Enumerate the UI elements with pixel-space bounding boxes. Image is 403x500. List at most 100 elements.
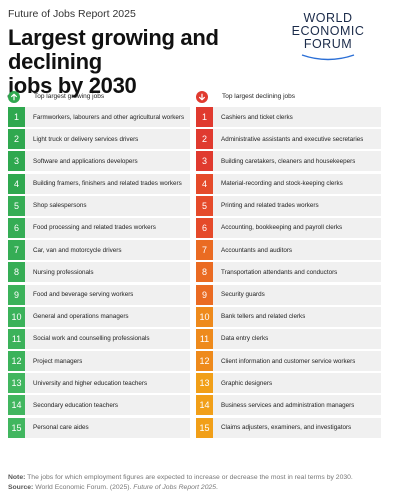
report-name: Future of Jobs Report 2025 (8, 8, 136, 20)
declining-list: 1 Cashiers and ticket clerks 2 Administrati… (196, 107, 381, 438)
job-title: Food processing and related trades worke… (33, 224, 156, 232)
growing-job-row: 9 Food and beverage serving workers (8, 284, 190, 305)
declining-job-row: 15 Claims adjusters, examiners, and inves… (196, 417, 381, 438)
rank-badge: 3 (196, 151, 213, 172)
rank-badge: 9 (196, 284, 213, 305)
declining-job-row: 11 Data entry clerks (196, 328, 381, 349)
rank-badge: 5 (8, 195, 25, 216)
job-title: Personal care aides (33, 424, 89, 432)
growing-job-row: 7 Car, van and motorcycle drivers (8, 240, 190, 261)
rank-badge: 13 (8, 373, 25, 394)
growing-job-row: 12 Project managers (8, 351, 190, 372)
page-title: Largest growing and declining jobs by 20… (8, 26, 298, 98)
job-title: Claims adjusters, examiners, and investi… (221, 424, 352, 432)
job-title: Administrative assistants and executive … (221, 135, 364, 143)
job-title: Material-recording and stock-keeping cle… (221, 180, 343, 188)
job-title: Project managers (33, 357, 83, 365)
growing-column: Top largest growing jobs 1 Farmworkers, l… (8, 90, 190, 440)
rank-badge: 3 (8, 151, 25, 172)
note-label: Note: (8, 474, 26, 481)
rank-badge: 1 (8, 107, 25, 127)
logo-line-3: FORUM (303, 37, 353, 51)
arrow-up-icon (8, 90, 20, 103)
rank-badge: 10 (196, 306, 213, 327)
declining-job-row: 13 Graphic designers (196, 373, 381, 394)
rank-badge: 14 (196, 395, 213, 416)
rank-badge: 2 (196, 129, 213, 150)
title-line-1: Largest growing and declining (8, 25, 219, 74)
rank-badge: 8 (196, 262, 213, 283)
logo-line-2: ECONOMIC (291, 24, 365, 38)
job-title: Data entry clerks (221, 335, 269, 343)
job-title: Accounting, bookkeeping and payroll cler… (221, 224, 343, 232)
rank-badge: 7 (8, 240, 25, 261)
growing-job-row: 1 Farmworkers, labourers and other agricu… (8, 107, 190, 127)
growing-list: 1 Farmworkers, labourers and other agricu… (8, 107, 190, 438)
job-title: Graphic designers (221, 379, 273, 387)
rank-badge: 6 (196, 217, 213, 238)
source-text: World Economic Forum. (2025). (35, 484, 132, 491)
declining-job-row: 7 Accountants and auditors (196, 240, 381, 261)
declining-job-row: 8 Transportation attendants and conductor… (196, 262, 381, 283)
source-title: Future of Jobs Report 2025 (133, 484, 217, 491)
declining-job-row: 9 Security guards (196, 284, 381, 305)
job-title: Accountants and auditors (221, 246, 293, 254)
declining-heading-label: Top largest declining jobs (222, 93, 295, 100)
declining-job-row: 1 Cashiers and ticket clerks (196, 107, 381, 127)
declining-job-row: 2 Administrative assistants and executive… (196, 129, 381, 150)
rank-badge: 11 (8, 328, 25, 349)
job-title: Building caretakers, cleaners and housek… (221, 157, 356, 165)
growing-job-row: 2 Light truck or delivery services driver… (8, 129, 190, 150)
header: Future of Jobs Report 2025 Largest growi… (8, 8, 298, 98)
declining-job-row: 12 Client information and customer servic… (196, 351, 381, 372)
job-title: Client information and customer service … (221, 357, 356, 365)
job-title: Farmworkers, labourers and other agricul… (33, 113, 185, 121)
rank-badge: 8 (8, 262, 25, 283)
job-title: Bank tellers and related clerks (221, 313, 306, 321)
rank-badge: 13 (196, 373, 213, 394)
growing-heading: Top largest growing jobs (8, 90, 190, 103)
footer-note: Note: The jobs for which employment figu… (8, 473, 403, 483)
rank-badge: 4 (196, 173, 213, 194)
job-title: Nursing professionals (33, 268, 94, 276)
growing-job-row: 4 Building framers, finishers and related… (8, 173, 190, 194)
wef-logo: WORLD ECONOMIC FORUM (283, 12, 373, 61)
growing-job-row: 15 Personal care aides (8, 417, 190, 438)
growing-job-row: 3 Software and applications developers (8, 151, 190, 172)
rank-badge: 1 (196, 107, 213, 127)
source-label: Source: (8, 484, 34, 491)
growing-job-row: 14 Secondary education teachers (8, 395, 190, 416)
declining-column: Top largest declining jobs 1 Cashiers and… (196, 90, 381, 440)
logo-arc-icon (301, 54, 355, 61)
job-title: Cashiers and ticket clerks (221, 113, 293, 121)
job-title: Security guards (221, 291, 265, 298)
job-title: Social work and counselling professional… (33, 335, 150, 343)
rank-badge: 14 (8, 395, 25, 416)
title-line-2: jobs by 2030 (8, 73, 137, 98)
growing-heading-label: Top largest growing jobs (34, 93, 105, 100)
job-title: Business services and administration man… (221, 401, 355, 409)
source-end: . (216, 484, 218, 491)
logo-line-1: WORLD (303, 11, 353, 25)
note-text: The jobs for which employment figures ar… (27, 474, 353, 481)
arrow-down-icon (196, 90, 208, 103)
rank-badge: 7 (196, 240, 213, 261)
growing-job-row: 13 University and higher education teache… (8, 373, 190, 394)
rank-badge: 15 (8, 417, 25, 438)
rank-badge: 12 (196, 351, 213, 372)
rank-badge: 9 (8, 284, 25, 305)
job-title: Secondary education teachers (33, 401, 119, 409)
footer-source: Source: World Economic Forum. (2025). Fu… (8, 483, 403, 493)
job-title: Shop salespersons (33, 202, 87, 210)
declining-job-row: 6 Accounting, bookkeeping and payroll cle… (196, 217, 381, 238)
job-title: General and operations managers (33, 313, 129, 321)
rank-badge: 11 (196, 328, 213, 349)
rank-badge: 4 (8, 173, 25, 194)
growing-job-row: 11 Social work and counselling profession… (8, 328, 190, 349)
job-title: Light truck or delivery services drivers (33, 135, 139, 143)
job-title: Printing and related trades workers (221, 202, 319, 210)
rank-badge: 2 (8, 129, 25, 150)
job-title: Transportation attendants and conductors (221, 268, 338, 276)
rank-badge: 6 (8, 217, 25, 238)
footer: Note: The jobs for which employment figu… (8, 473, 403, 493)
